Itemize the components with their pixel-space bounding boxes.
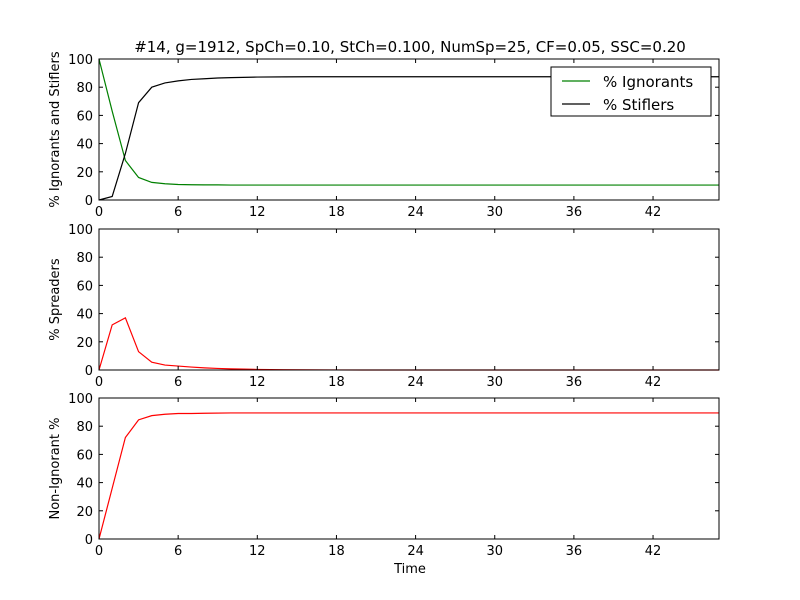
y-tick-label: 40 (76, 138, 93, 153)
y-tick-label: 80 (76, 251, 93, 266)
x-tick-label: 24 (407, 544, 424, 559)
y-tick-label: 0 (85, 533, 93, 548)
x-tick-label: 24 (407, 205, 424, 220)
y-tick-label: 80 (76, 81, 93, 96)
y-tick-label: 0 (85, 194, 93, 209)
x-axis-label: Time (393, 562, 426, 577)
x-tick-label: 0 (95, 205, 103, 220)
x-tick-label: 0 (95, 544, 103, 559)
legend-box (550, 66, 712, 117)
y-tick-label: 0 (85, 364, 93, 379)
panel-3-line-series-1 (98, 412, 719, 540)
y-tick-label: 60 (76, 448, 93, 463)
y-tick-label: 80 (76, 420, 93, 435)
panel-1: 0 6 12 18 24 30 36 42 0 20 40 60 80 100 % Ignorants an… (48, 51, 720, 220)
x-tick-label: 6 (174, 544, 182, 559)
x-tick-label: 42 (645, 375, 662, 390)
legend-label: % Ignorants (603, 73, 693, 91)
x-tick-label: 30 (486, 205, 503, 220)
x-tick-label: 18 (328, 375, 345, 390)
panel-1-y-axis-label: % Ignorants and Stiflers (48, 51, 63, 207)
panel-2-y-axis-label: % Spreaders (48, 258, 63, 341)
panel-1-frame (98, 58, 720, 201)
x-tick-label: 42 (645, 544, 662, 559)
x-tick-label: 12 (249, 544, 266, 559)
x-tick-label: 36 (566, 205, 583, 220)
figure-title: #14, g=1912, SpCh=0.10, StCh=0.100, NumS… (134, 38, 686, 56)
y-tick-label: 20 (76, 166, 93, 181)
x-tick-label: 42 (645, 205, 662, 220)
panel-1-line-ignorants (98, 58, 719, 186)
x-tick-label: 6 (174, 375, 182, 390)
y-tick-label: 40 (76, 477, 93, 492)
x-tick-label: 36 (566, 544, 583, 559)
x-tick-label: 6 (174, 205, 182, 220)
legend-label: % Stiflers (603, 96, 674, 114)
y-tick-label: 20 (76, 505, 93, 520)
x-tick-label: 30 (486, 544, 503, 559)
y-tick-label: 40 (76, 308, 93, 323)
x-tick-label: 24 (407, 375, 424, 390)
x-tick-label: 12 (249, 375, 266, 390)
panel-2-frame (98, 228, 720, 371)
panel-3-frame (98, 397, 720, 540)
x-tick-label: 36 (566, 375, 583, 390)
y-tick-label: 100 (68, 223, 93, 238)
y-tick-label: 100 (68, 53, 93, 68)
panel-1-line-stiflers (98, 76, 719, 201)
x-tick-label: 18 (328, 205, 345, 220)
panel-2: 0 6 12 18 24 30 36 42 0 20 40 60 80 100 % Spreaders (48, 223, 720, 390)
x-tick-label: 30 (486, 375, 503, 390)
y-tick-label: 60 (76, 279, 93, 294)
panel-3-y-axis-label: Non-Ignorant % (48, 417, 63, 519)
legend: % Ignorants % Stiflers (550, 66, 712, 117)
y-tick-label: 20 (76, 336, 93, 351)
y-tick-label: 60 (76, 109, 93, 124)
x-tick-label: 12 (249, 205, 266, 220)
y-tick-label: 100 (68, 392, 93, 407)
x-tick-label: 18 (328, 544, 345, 559)
x-tick-label: 0 (95, 375, 103, 390)
panel-3: 0 6 12 18 24 30 36 42 0 20 40 60 80 100 Non-Ignorant % (48, 392, 720, 559)
